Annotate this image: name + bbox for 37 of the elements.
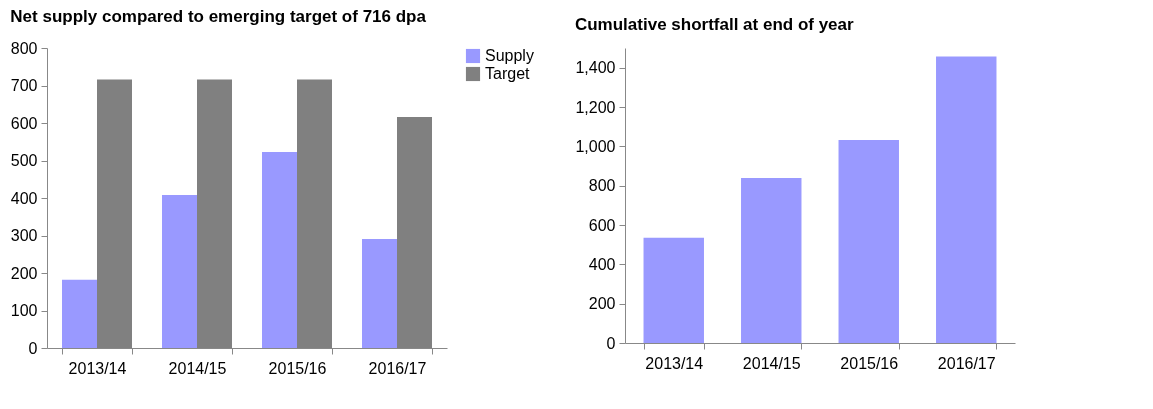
y-tick-label: 500 [10, 152, 38, 169]
legend-label: Target [485, 65, 531, 82]
x-tick-label: 2016/17 [368, 359, 427, 377]
y-tick-label: 1,400 [575, 59, 616, 77]
y-tick-label: 800 [10, 39, 38, 57]
chart-title: Cumulative shortfall at end of year [574, 15, 855, 34]
x-tick-label: 2013/14 [645, 354, 704, 372]
y-tick-label: 0 [28, 339, 38, 357]
legend-label: Supply [485, 47, 534, 64]
x-tick-label: 2015/16 [840, 354, 899, 372]
y-tick-label: 600 [588, 216, 616, 234]
y-tick-label: 1,200 [575, 98, 616, 116]
y-tick-label: 600 [10, 114, 38, 132]
y-tick-label: 700 [10, 77, 38, 94]
chart-title: Net supply compared to emerging target of 716 dpa [10, 7, 427, 26]
bar [362, 238, 397, 348]
y-tick-label: 300 [10, 227, 38, 244]
x-tick-label: 2014/15 [168, 359, 227, 377]
bar [936, 56, 997, 343]
bar [838, 140, 899, 343]
bar [62, 279, 97, 348]
y-tick-label: 400 [10, 189, 38, 207]
y-tick-label: 1,000 [575, 137, 616, 155]
y-tick-label: 100 [10, 302, 38, 319]
y-tick-label: 0 [606, 334, 616, 352]
y-tick-label: 800 [588, 177, 616, 195]
bar [741, 178, 802, 343]
x-tick-label: 2015/16 [268, 359, 327, 377]
x-tick-label: 2013/14 [68, 359, 127, 377]
bar [643, 237, 704, 343]
x-tick-label: 2014/15 [742, 354, 801, 372]
bar [162, 195, 197, 348]
y-tick-label: 200 [588, 295, 616, 313]
bar [262, 151, 297, 348]
y-tick-label: 200 [10, 264, 38, 282]
x-tick-label: 2016/17 [937, 354, 996, 372]
y-tick-label: 400 [588, 255, 616, 273]
